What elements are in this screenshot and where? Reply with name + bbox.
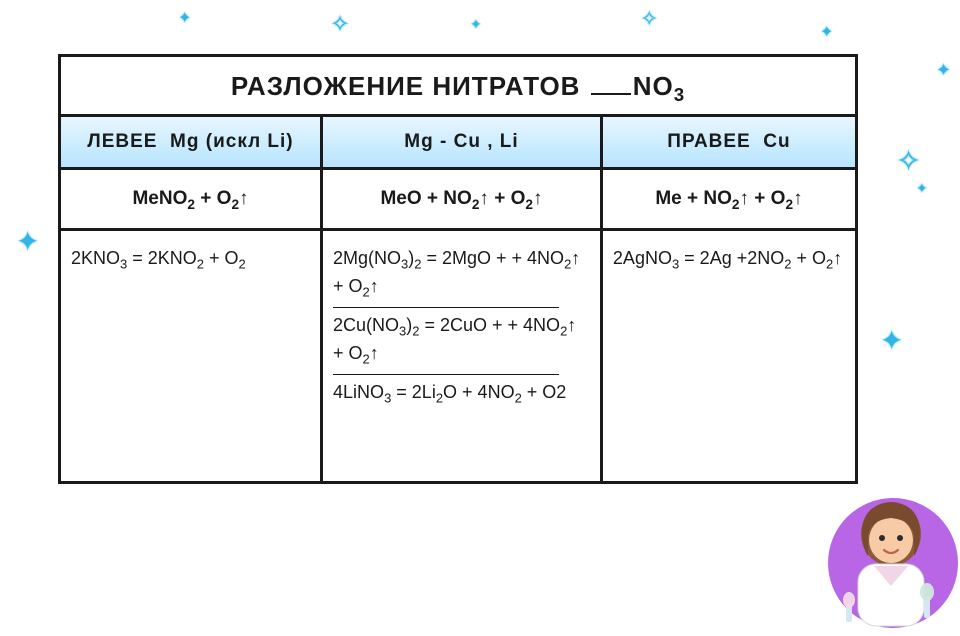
equation-divider (333, 374, 559, 375)
equation: 4LiNO3 = 2Li2O + 4NO2 + O2 (333, 379, 590, 407)
sparkle-icon: ✧ (330, 10, 350, 39)
table-title: РАЗЛОЖЕНИЕ НИТРАТОВ NO3 (61, 57, 855, 117)
pattern-right: Me + NO2↑ + O2↑ (603, 170, 855, 228)
presenter-avatar (816, 486, 960, 636)
pattern-left: MeNO2 + O2↑ (61, 170, 323, 228)
sparkle-icon: ✦ (916, 180, 928, 197)
title-prefix: РАЗЛОЖЕНИЕ НИТРАТОВ (231, 71, 581, 101)
examples-middle: 2Mg(NO3)2 = 2MgO + + 4NO2↑ + O2↑ 2Cu(NO3)… (323, 231, 603, 481)
equation: 2AgNO3 = 2Ag +2NO2 + O2↑ (613, 245, 845, 273)
equation-divider (333, 307, 559, 308)
sparkle-icon: ✧ (896, 144, 921, 179)
pattern-row: MeNO2 + O2↑ MeO + NO2↑ + O2↑ Me + NO2↑ +… (61, 170, 855, 231)
col-header-middle: Mg - Cu , Li (323, 117, 603, 167)
title-formula: NO3 (633, 71, 685, 101)
sparkle-icon: ✧ (640, 6, 658, 32)
examples-left: 2KNO3 = 2KNO2 + O2 (61, 231, 323, 481)
sparkle-icon: ✦ (178, 8, 191, 28)
pattern-middle: MeO + NO2↑ + O2↑ (323, 170, 603, 228)
sparkle-icon: ✦ (936, 60, 951, 81)
sparkle-icon: ✦ (820, 22, 833, 42)
nitrate-decomposition-table: РАЗЛОЖЕНИЕ НИТРАТОВ NO3 ЛЕВЕЕ Mg (искл L… (58, 54, 858, 484)
equation: 2Mg(NO3)2 = 2MgO + + 4NO2↑ + O2↑ (333, 245, 590, 301)
sparkle-icon: ✦ (880, 324, 903, 357)
header-row: ЛЕВЕЕ Mg (искл Li) Mg - Cu , Li ПРАВЕЕ C… (61, 117, 855, 170)
equation: 2KNO3 = 2KNO2 + O2 (71, 245, 310, 273)
col-header-left: ЛЕВЕЕ Mg (искл Li) (61, 117, 323, 167)
sparkle-icon: ✦ (470, 16, 482, 33)
equation: 2Cu(NO3)2 = 2CuO + + 4NO2↑ + O2↑ (333, 312, 590, 368)
presenter-avatar-figure (824, 486, 958, 636)
title-blank (591, 93, 631, 95)
sparkle-icon: ✦ (16, 225, 39, 258)
examples-row: 2KNO3 = 2KNO2 + O2 2Mg(NO3)2 = 2MgO + + … (61, 231, 855, 481)
examples-right: 2AgNO3 = 2Ag +2NO2 + O2↑ (603, 231, 855, 481)
col-header-right: ПРАВЕЕ Cu (603, 117, 855, 167)
